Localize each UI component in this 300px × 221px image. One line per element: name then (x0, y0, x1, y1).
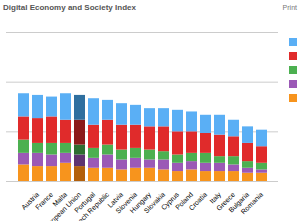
svg-text:Romania: Romania (240, 191, 265, 216)
svg-text:Greece: Greece (215, 190, 237, 212)
html-text:Digital Economy and Society In: Digital Economy and Society Index (3, 2, 136, 12)
svg-text:Italy: Italy (208, 190, 223, 205)
svg-text:Portugal: Portugal (72, 190, 97, 215)
svg-text:Hungary: Hungary (128, 190, 153, 215)
svg-text:Croatia: Croatia (187, 191, 208, 212)
svg-text:France: France (34, 191, 54, 211)
svg-text:Poland: Poland (173, 190, 195, 211)
svg-text:Malta: Malta (51, 190, 69, 208)
svg-text:Austria: Austria (19, 190, 41, 211)
svg-text:Czech Republic: Czech Republic (71, 190, 112, 221)
html-text:Print: Print (282, 3, 297, 11)
svg-text:Latvia: Latvia (106, 190, 125, 209)
svg-text:Slovakia: Slovakia (142, 190, 167, 215)
svg-text:Bulgaria: Bulgaria (227, 190, 251, 214)
svg-text:Slovenia: Slovenia (114, 190, 139, 215)
svg-text:Cyprus: Cyprus (159, 190, 181, 212)
